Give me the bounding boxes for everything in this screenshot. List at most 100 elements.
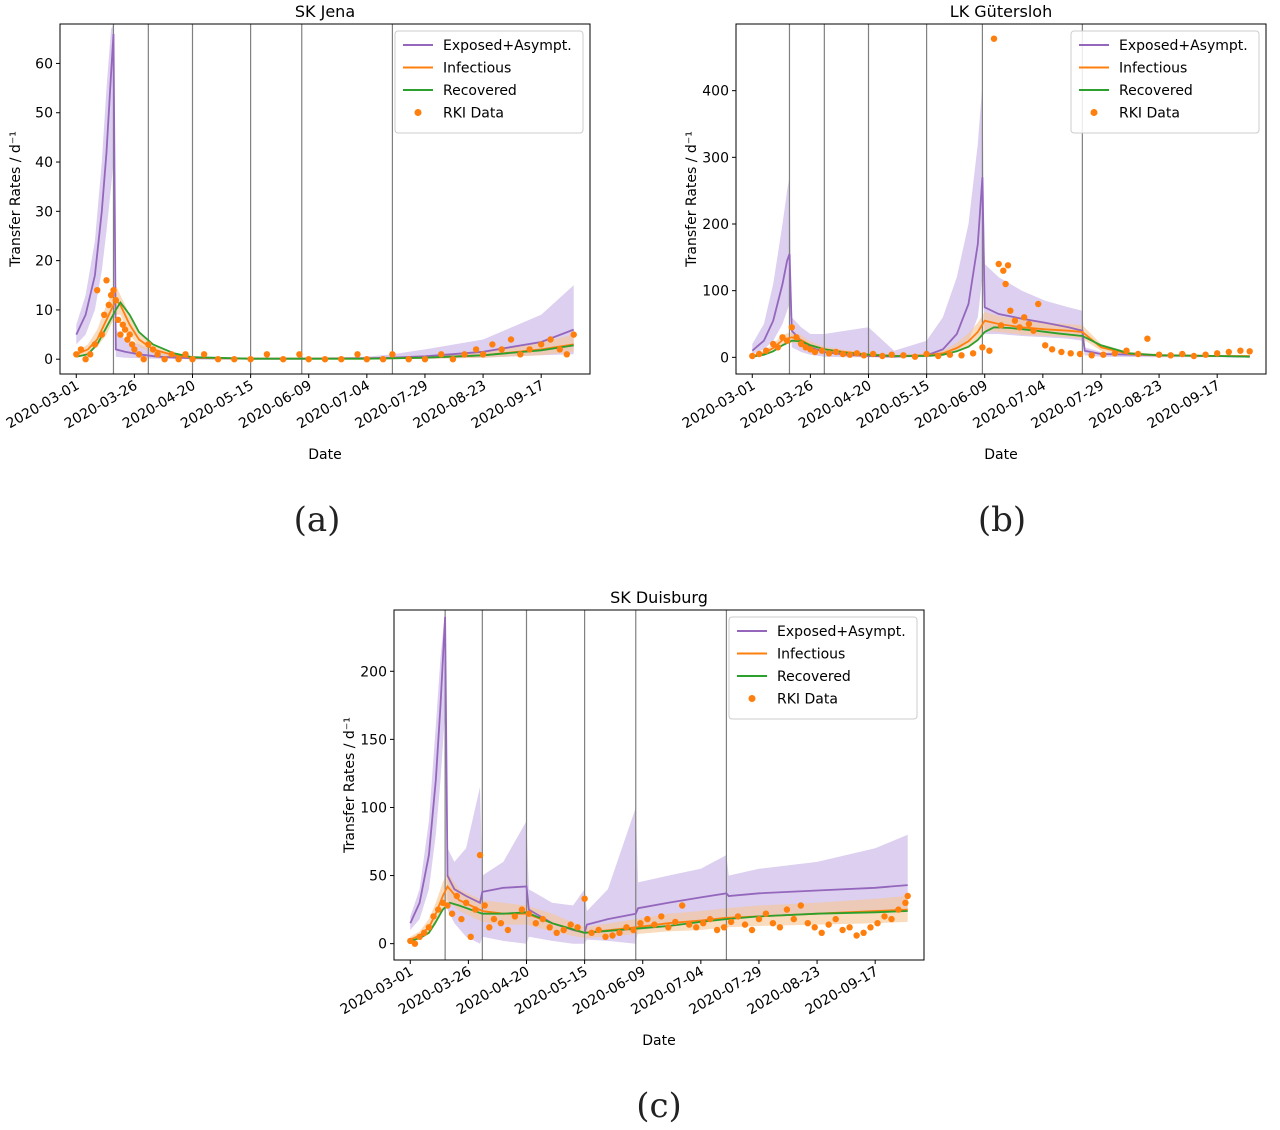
rki-data-point	[458, 915, 465, 923]
rki-data-point	[389, 351, 396, 358]
rki-data-point	[1246, 348, 1253, 355]
rki-data-point	[651, 921, 658, 928]
chart-panel-a: SK Jena01020304050602020-03-012020-03-26…	[4, 2, 591, 463]
rki-data-point	[214, 356, 222, 363]
rki-data-point	[280, 356, 287, 363]
rki-data-point	[616, 929, 623, 936]
rki-data-point	[874, 920, 881, 927]
rki-data-point	[979, 344, 986, 351]
rki-data-point	[923, 350, 930, 358]
rki-data-point	[1058, 348, 1065, 356]
rki-data-point	[793, 334, 800, 341]
rki-data-point	[997, 322, 1005, 329]
y-tick-label: 50	[35, 106, 53, 122]
rki-data-point	[231, 356, 238, 363]
rki-data-point	[77, 346, 85, 353]
rki-data-point	[713, 926, 721, 934]
rki-data-point	[1007, 307, 1014, 314]
rki-data-point	[1004, 262, 1012, 269]
rki-data-point	[763, 347, 770, 354]
rki-data-point	[749, 352, 756, 360]
rki-data-point	[969, 350, 977, 357]
legend-label: Exposed+Asympt.	[777, 624, 906, 640]
rki-data-point	[73, 351, 80, 358]
rki-data-point	[693, 924, 700, 931]
y-axis-label: Transfer Rates / d⁻¹	[342, 717, 358, 854]
rki-data-point	[411, 940, 419, 947]
rki-data-point	[161, 356, 168, 363]
rki-data-point	[860, 929, 867, 936]
legend-label: Infectious	[443, 61, 511, 77]
rki-data-point	[700, 920, 707, 927]
rki-data-point	[1134, 350, 1142, 358]
band-exposed-asympt-	[76, 24, 574, 360]
rki-data-point	[532, 920, 539, 927]
rki-data-point	[1067, 350, 1074, 357]
rki-data-point	[1144, 335, 1151, 342]
rki-data-point	[779, 334, 786, 341]
rki-data-point	[507, 336, 515, 343]
axes-frame	[393, 609, 925, 961]
rki-data-point	[756, 350, 763, 358]
rki-data-point	[825, 350, 833, 357]
rki-data-point	[421, 356, 429, 363]
rki-data-point	[1123, 347, 1130, 354]
rki-data-point	[665, 924, 672, 931]
rki-data-point	[839, 350, 847, 358]
rki-data-point	[1000, 267, 1007, 274]
rki-data-point	[774, 344, 781, 351]
rki-data-point	[776, 924, 784, 931]
rki-data-point	[946, 351, 954, 358]
rki-data-point	[119, 321, 127, 328]
rki-data-point	[900, 352, 907, 359]
rki-data-point	[538, 341, 545, 348]
rki-data-point	[430, 913, 437, 920]
rki-data-point	[846, 924, 853, 931]
rki-data-point	[658, 913, 665, 920]
rki-data-point	[110, 287, 117, 294]
rki-data-point	[637, 920, 644, 927]
rki-data-point	[888, 915, 895, 923]
rki-data-point	[958, 352, 965, 359]
rki-data-point	[811, 348, 819, 356]
rki-data-point	[556, 346, 563, 353]
rki-data-point	[1030, 327, 1037, 334]
rki-data-point	[686, 921, 693, 928]
rki-data-point	[128, 341, 136, 348]
rki-data-point	[783, 337, 791, 344]
legend-label: RKI Data	[1119, 106, 1180, 122]
rki-data-point	[1042, 342, 1049, 349]
rki-data-point	[804, 920, 811, 927]
rki-data-point	[881, 913, 888, 920]
rki-data-point	[895, 906, 902, 913]
rki-data-point	[546, 924, 553, 931]
rki-data-point	[1167, 352, 1174, 359]
rki-data-point	[135, 351, 143, 358]
rki-data-point	[797, 902, 804, 909]
legend-swatch	[748, 695, 756, 702]
plot-area	[749, 24, 1253, 374]
rki-data-point	[435, 906, 442, 913]
rki-data-point	[168, 351, 175, 358]
rki-data-point	[498, 346, 505, 353]
y-tick-label: 0	[44, 352, 53, 368]
y-tick-label: 20	[35, 254, 53, 270]
legend-label: Exposed+Asympt.	[443, 38, 572, 54]
rki-data-point	[1225, 348, 1232, 356]
rki-data-point	[486, 924, 493, 931]
rki-data-point	[825, 921, 832, 928]
rki-data-point	[846, 351, 854, 358]
legend-swatch	[414, 109, 422, 116]
rki-data-point	[1048, 346, 1056, 353]
rki-data-point	[1011, 317, 1019, 324]
y-tick-label: 0	[720, 350, 729, 366]
rki-data-point	[832, 915, 839, 923]
rki-data-point	[112, 296, 120, 304]
rki-data-point	[1190, 352, 1198, 360]
rki-data-point	[121, 326, 129, 333]
rki-data-point	[879, 352, 886, 360]
legend-label: Infectious	[1119, 61, 1187, 77]
rki-data-point	[91, 341, 99, 348]
y-tick-label: 150	[360, 732, 387, 748]
legend-label: Recovered	[1119, 83, 1193, 99]
